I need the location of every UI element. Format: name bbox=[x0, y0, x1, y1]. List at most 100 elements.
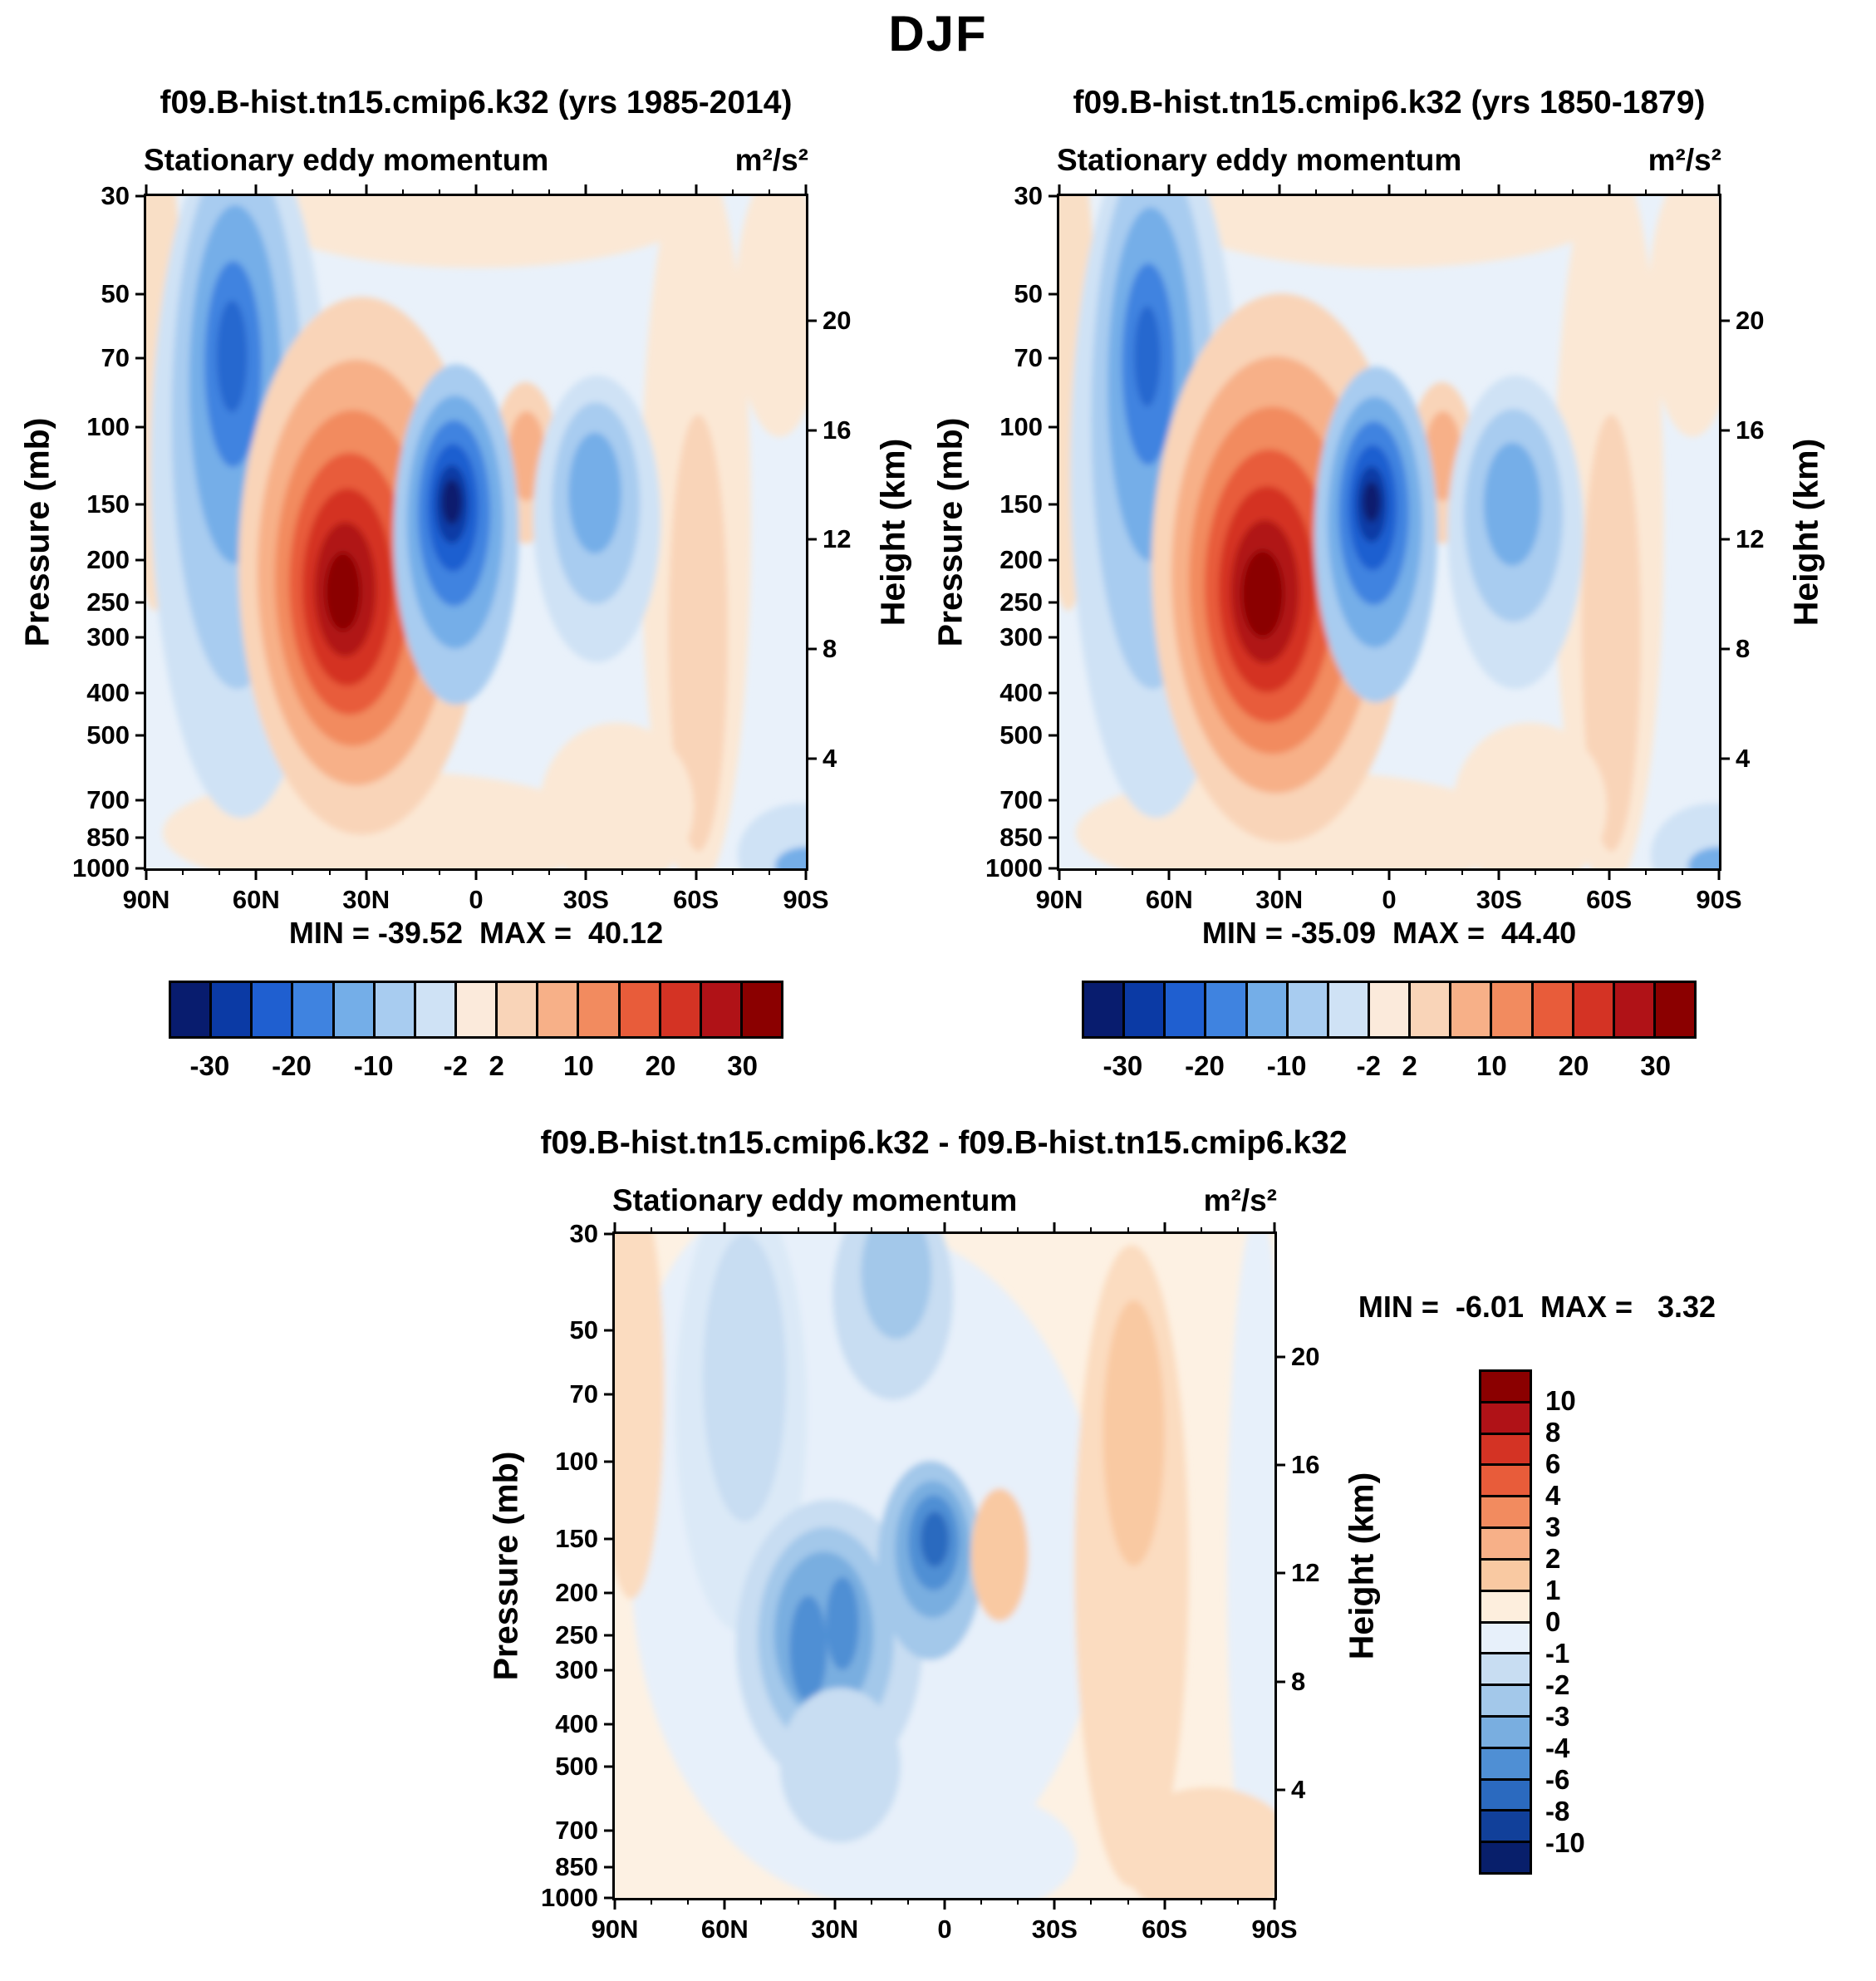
latitude-tick bbox=[768, 868, 770, 875]
latitude-tick bbox=[328, 868, 331, 875]
latitude-tick bbox=[1571, 868, 1574, 875]
panel-a-field-label: Stationary eddy momentum bbox=[144, 143, 549, 177]
colorbar-cell bbox=[1481, 1717, 1530, 1749]
height-tick-label: 16 bbox=[823, 415, 852, 445]
pressure-tick-label: 70 bbox=[569, 1379, 598, 1409]
latitude-tick-label: 90S bbox=[1696, 885, 1742, 914]
latitude-tick bbox=[548, 868, 551, 875]
colorbar-label: 10 bbox=[1476, 1050, 1507, 1081]
latitude-tick bbox=[731, 189, 734, 196]
latitude-tick bbox=[1461, 868, 1464, 875]
colorbar-label: -4 bbox=[1545, 1733, 1570, 1763]
panel-b-colorbar: -30 -20 -10 -2 2 10 20 30 bbox=[1082, 981, 1697, 1081]
pressure-tick bbox=[1048, 836, 1059, 838]
colorbar-cell bbox=[1411, 983, 1452, 1036]
height-tick-label: 8 bbox=[1291, 1666, 1306, 1696]
latitude-tick bbox=[1205, 868, 1207, 875]
pressure-axis-label-text: Pressure (mb) bbox=[17, 417, 56, 647]
latitude-tick bbox=[365, 868, 368, 880]
latitude-tick bbox=[687, 1227, 690, 1234]
colorbar-cell bbox=[1492, 983, 1534, 1036]
latitude-tick bbox=[1058, 868, 1061, 880]
latitude-tick bbox=[1241, 189, 1244, 196]
panel-diff-pressure-axis-label: Pressure (mb) bbox=[477, 1231, 535, 1900]
colorbar-label: 6 bbox=[1545, 1448, 1561, 1479]
colorbar-label: 30 bbox=[1640, 1050, 1672, 1081]
pressure-tick-label: 30 bbox=[1014, 181, 1043, 210]
colorbar-cell bbox=[1206, 983, 1248, 1036]
latitude-tick bbox=[695, 868, 698, 880]
colorbar-cell bbox=[1481, 1403, 1530, 1435]
panel-b-field-label: Stationary eddy momentum bbox=[1057, 143, 1462, 177]
latitude-tick bbox=[1387, 184, 1391, 196]
latitude-tick bbox=[1387, 868, 1391, 880]
pressure-tick-label: 850 bbox=[999, 822, 1043, 852]
latitude-tick bbox=[1278, 184, 1281, 196]
latitude-tick bbox=[760, 1898, 763, 1905]
latitude-tick bbox=[1163, 1222, 1166, 1234]
pressure-tick bbox=[135, 601, 146, 604]
colorbar-cell bbox=[661, 983, 702, 1036]
latitude-tick bbox=[833, 1898, 837, 1910]
latitude-tick bbox=[804, 868, 808, 880]
latitude-tick bbox=[658, 189, 661, 196]
pressure-tick bbox=[604, 1329, 615, 1332]
colorbar-cell bbox=[1481, 1466, 1530, 1498]
latitude-tick-label: 30N bbox=[811, 1915, 859, 1944]
latitude-tick bbox=[1273, 1222, 1276, 1234]
panel-b-title: f09.B-hist.tn15.cmip6.k32 (yrs 1850-1879… bbox=[1073, 85, 1706, 120]
latitude-tick bbox=[512, 868, 514, 875]
height-tick bbox=[1719, 429, 1730, 432]
latitude-tick bbox=[613, 1898, 616, 1910]
pressure-tick-label: 70 bbox=[1014, 343, 1043, 373]
colorbar-label: -10 bbox=[353, 1050, 394, 1081]
latitude-tick bbox=[1241, 868, 1244, 875]
latitude-tick bbox=[365, 184, 368, 196]
pressure-tick-label: 250 bbox=[999, 587, 1043, 617]
latitude-tick bbox=[1200, 1898, 1202, 1905]
height-tick bbox=[1719, 647, 1730, 651]
figure-title: DJF bbox=[888, 6, 988, 61]
panel-diff-colorbar-labels: 10 8 6 4 3 2 1 0 -1 -2 -3 -4 -6 -8 -10 bbox=[1545, 1369, 1628, 1875]
pressure-tick bbox=[1048, 636, 1059, 639]
latitude-tick bbox=[870, 1227, 872, 1234]
colorbar-cell bbox=[171, 983, 213, 1036]
latitude-tick bbox=[254, 868, 258, 880]
pressure-tick-label: 500 bbox=[999, 720, 1043, 750]
latitude-tick bbox=[731, 868, 734, 875]
latitude-tick bbox=[1351, 189, 1353, 196]
colorbar-label: 8 bbox=[1545, 1417, 1561, 1448]
height-tick bbox=[806, 429, 817, 432]
pressure-tick bbox=[1048, 292, 1059, 296]
colorbar-cell bbox=[1247, 983, 1289, 1036]
height-tick bbox=[1274, 1571, 1285, 1575]
pressure-tick-label: 300 bbox=[555, 1654, 598, 1684]
latitude-tick bbox=[797, 1898, 799, 1905]
latitude-tick bbox=[1425, 868, 1427, 875]
pressure-tick bbox=[604, 1669, 615, 1672]
pressure-tick-label: 150 bbox=[999, 489, 1043, 519]
pressure-tick bbox=[604, 1232, 615, 1236]
latitude-tick bbox=[1167, 184, 1171, 196]
latitude-tick bbox=[943, 1898, 946, 1910]
panel-a-subhead: Stationary eddy momentum m²/s² bbox=[144, 143, 808, 178]
latitude-tick bbox=[438, 868, 440, 875]
latitude-tick bbox=[1090, 1898, 1093, 1905]
pressure-tick-label: 250 bbox=[555, 1620, 598, 1650]
pressure-tick bbox=[135, 867, 146, 870]
panel-b-colorbar-cells bbox=[1082, 981, 1697, 1039]
latitude-tick bbox=[512, 189, 514, 196]
colorbar-cell bbox=[1125, 983, 1166, 1036]
panel-diff-colorbar: 10 8 6 4 3 2 1 0 -1 -2 -3 -4 -6 -8 -10 bbox=[1479, 1369, 1585, 1875]
colorbar-label: 1 bbox=[1545, 1575, 1561, 1605]
pressure-tick-label: 50 bbox=[101, 278, 130, 308]
pressure-tick-label: 200 bbox=[999, 544, 1043, 574]
colorbar-cell bbox=[742, 983, 782, 1036]
panel-a-units: m²/s² bbox=[734, 143, 808, 177]
latitude-tick bbox=[1090, 1227, 1093, 1234]
colorbar-cell bbox=[1574, 983, 1615, 1036]
colorbar-cell bbox=[1655, 983, 1695, 1036]
colorbar-label: 0 bbox=[1545, 1606, 1561, 1637]
colorbar-cell bbox=[1481, 1843, 1530, 1872]
latitude-tick bbox=[723, 1898, 726, 1910]
